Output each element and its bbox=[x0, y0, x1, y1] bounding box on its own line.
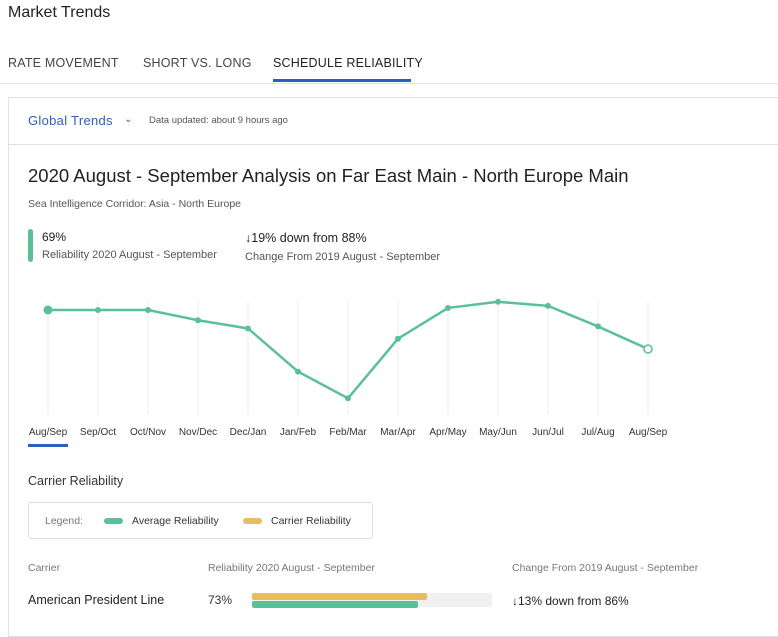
column-header-change[interactable]: Change From 2019 August - September bbox=[512, 562, 699, 574]
data-point[interactable] bbox=[195, 317, 201, 324]
legend-box bbox=[28, 502, 373, 539]
x-tick-label[interactable]: Jul/Aug bbox=[581, 427, 615, 438]
carrier-reliability-title: Carrier Reliability bbox=[28, 474, 124, 488]
carrier-reliability-bar bbox=[252, 593, 428, 600]
tabs-divider bbox=[0, 83, 778, 84]
x-tick-label[interactable]: Aug/Sep bbox=[28, 427, 68, 438]
column-header-reliability[interactable]: Reliability 2020 August - September bbox=[208, 562, 375, 574]
change-label: Change From 2019 August - September bbox=[245, 251, 441, 263]
analysis-subtitle: Sea Intelligence Corridor: Asia - North … bbox=[28, 198, 242, 210]
carrier-reliability-value: 73% bbox=[208, 593, 233, 607]
data-point[interactable] bbox=[595, 323, 601, 330]
legend-carrier: Carrier Reliability bbox=[271, 515, 351, 527]
data-point[interactable] bbox=[145, 307, 151, 313]
arrow-down-icon: ↓ bbox=[512, 594, 518, 608]
page-title: Market Trends bbox=[8, 4, 111, 21]
scope-dropdown[interactable]: Global Trends bbox=[28, 113, 113, 128]
data-point[interactable] bbox=[295, 368, 301, 375]
tab-rate-movement[interactable]: RATE MOVEMENT bbox=[8, 56, 119, 70]
x-tick-label[interactable]: Mar/Apr bbox=[380, 427, 416, 438]
data-point[interactable] bbox=[43, 305, 53, 315]
change-text: 19% down from 88% bbox=[251, 231, 367, 245]
legend-average: Average Reliability bbox=[132, 515, 219, 527]
change-value: ↓19% down from 88% bbox=[245, 231, 367, 245]
data-point[interactable] bbox=[545, 302, 551, 309]
carrier-swatch bbox=[243, 518, 262, 524]
x-tick-label[interactable]: Apr/May bbox=[429, 427, 467, 438]
x-tick-label[interactable]: May/Jun bbox=[479, 427, 517, 438]
chevron-down-icon[interactable]: ⌄ bbox=[124, 114, 133, 125]
reliability-indicator bbox=[28, 229, 33, 262]
average-reliability-bar bbox=[252, 601, 418, 608]
average-swatch bbox=[104, 518, 123, 524]
reliability-line-chart bbox=[43, 298, 653, 415]
x-tick-label[interactable]: Aug/Sep bbox=[628, 427, 668, 438]
x-tick-label[interactable]: Oct/Nov bbox=[129, 427, 167, 438]
data-point[interactable] bbox=[495, 298, 501, 305]
tab-schedule-reliability[interactable]: SCHEDULE RELIABILITY bbox=[273, 56, 423, 70]
carrier-change-text: 13% down from 86% bbox=[518, 594, 629, 608]
selected-period-indicator bbox=[28, 444, 68, 447]
analysis-title: 2020 August - September Analysis on Far … bbox=[28, 165, 629, 186]
x-tick-label[interactable]: Dec/Jan bbox=[229, 427, 267, 438]
data-point[interactable] bbox=[245, 325, 251, 332]
data-point[interactable] bbox=[395, 335, 401, 342]
data-updated-text: Data updated: about 9 hours ago bbox=[149, 115, 288, 126]
data-point[interactable] bbox=[95, 307, 101, 313]
x-tick-label[interactable]: Sep/Oct bbox=[79, 427, 117, 438]
data-point[interactable] bbox=[345, 395, 351, 402]
tab-short-vs-long[interactable]: SHORT VS. LONG bbox=[143, 56, 252, 70]
data-point[interactable] bbox=[643, 344, 653, 354]
column-header-carrier[interactable]: Carrier bbox=[28, 562, 61, 574]
active-tab-indicator bbox=[273, 79, 411, 82]
x-tick-label[interactable]: Feb/Mar bbox=[329, 427, 367, 438]
carrier-name: American President Line bbox=[28, 593, 165, 607]
legend-label: Legend: bbox=[45, 515, 83, 527]
x-tick-label[interactable]: Nov/Dec bbox=[178, 427, 218, 438]
carrier-change: ↓13% down from 86% bbox=[512, 594, 629, 608]
arrow-down-icon: ↓ bbox=[245, 231, 252, 245]
x-tick-label[interactable]: Jan/Feb bbox=[279, 427, 317, 438]
x-tick-label[interactable]: Jun/Jul bbox=[532, 427, 564, 438]
reliability-label: Reliability 2020 August - September bbox=[42, 249, 217, 261]
card-header-divider bbox=[9, 144, 778, 145]
data-point[interactable] bbox=[445, 304, 451, 311]
reliability-value: 69% bbox=[42, 230, 67, 244]
